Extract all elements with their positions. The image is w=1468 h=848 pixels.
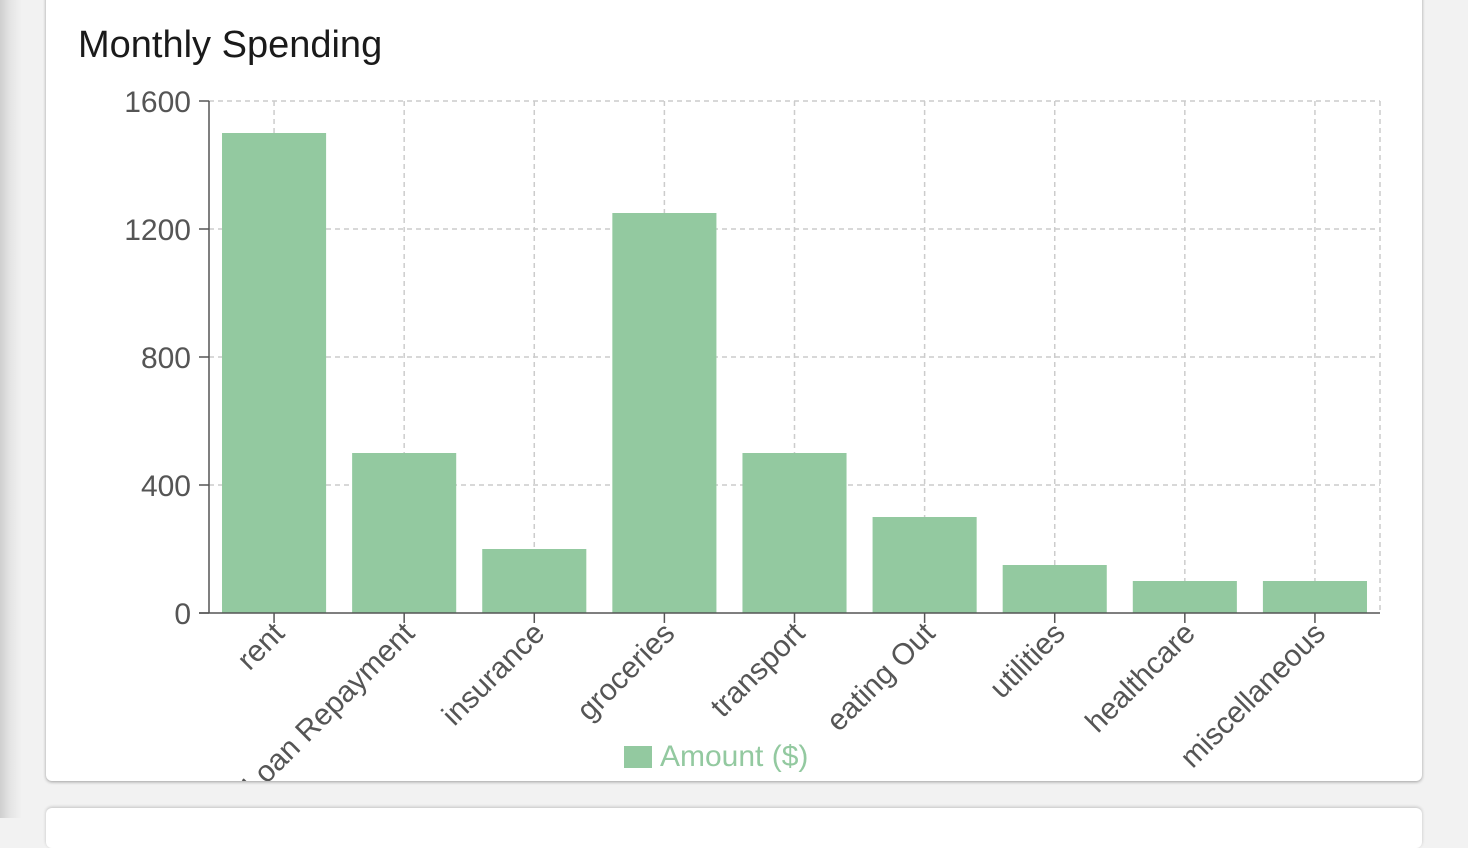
y-tick-label: 0 (174, 598, 191, 631)
y-tick-labels: 0 400 800 1200 1600 (124, 86, 191, 631)
x-tick-label: rent (231, 616, 291, 676)
next-card (46, 808, 1422, 848)
y-tick-label: 400 (141, 470, 191, 503)
x-tick-label: insurance (436, 617, 551, 732)
bars (222, 133, 1367, 613)
y-tick-label: 800 (141, 342, 191, 375)
y-tick-label: 1200 (124, 214, 191, 247)
bar-utilities[interactable] (1002, 565, 1107, 613)
x-tick-label: utilities (983, 617, 1071, 705)
x-tick-label: transport (704, 616, 812, 724)
bar-insurance[interactable] (482, 549, 587, 613)
bar-loan-repayment[interactable] (352, 453, 457, 613)
x-tick-label: groceries (571, 617, 682, 728)
bar-miscellaneous[interactable] (1262, 581, 1367, 613)
bar-transport[interactable] (742, 453, 847, 613)
page-edge-shadow (0, 0, 22, 818)
chart-legend[interactable]: Amount ($) (624, 742, 808, 772)
legend-label: Amount ($) (660, 740, 809, 773)
x-tick-label: eating Out (820, 616, 942, 738)
chart-card: Monthly Spending 0 400 800 1200 1600 rent Loa… (46, 0, 1422, 781)
bar-rent[interactable] (222, 133, 327, 613)
x-tick-label: healthcare (1079, 617, 1201, 739)
axes (199, 100, 1380, 623)
y-tick-label: 1600 (124, 86, 191, 119)
bar-healthcare[interactable] (1132, 581, 1237, 613)
chart-title: Monthly Spending (78, 24, 383, 66)
bar-eating-out[interactable] (872, 517, 977, 613)
bar-groceries[interactable] (612, 213, 717, 613)
legend-swatch (624, 746, 652, 768)
